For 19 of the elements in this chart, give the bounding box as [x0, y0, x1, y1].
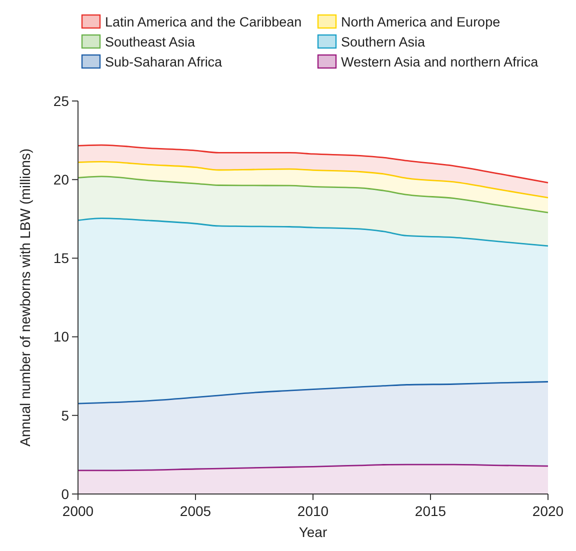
- y-tick-label: 15: [53, 250, 70, 266]
- legend-label: Sub-Saharan Africa: [105, 54, 223, 70]
- x-tick-label: 2010: [297, 503, 329, 519]
- y-tick-label: 25: [53, 92, 70, 109]
- x-tick-label: 2015: [414, 503, 446, 519]
- y-tick-label: 0: [61, 486, 70, 502]
- y-tick-label: 10: [53, 328, 70, 345]
- legend-label: Southeast Asia: [105, 34, 196, 50]
- legend-label: Western Asia and northern Africa: [341, 54, 539, 70]
- y-tick-label: 20: [53, 172, 70, 188]
- legend-label: North America and Europe: [341, 14, 500, 30]
- x-axis-title: Year: [298, 524, 328, 540]
- y-tick-label: 5: [61, 407, 70, 424]
- legend-label: Latin America and the Caribbean: [105, 14, 302, 30]
- x-tick-label: 2020: [532, 503, 564, 519]
- y-axis-title: Annual number of newborns with LBW (millions): [17, 148, 33, 447]
- legend-label: Southern Asia: [341, 34, 426, 50]
- x-tick-label: 2005: [180, 503, 212, 519]
- x-tick-label: 2000: [62, 503, 94, 519]
